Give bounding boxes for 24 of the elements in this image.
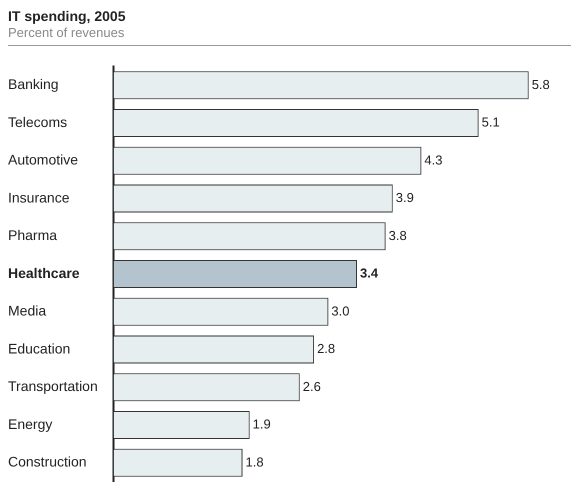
y-tick-label: Automotive (8, 152, 78, 168)
y-tick-label: Education (8, 340, 70, 356)
y-tick-label: Telecoms (8, 114, 68, 130)
data-label: 1.9 (252, 416, 271, 432)
data-label: 1.8 (246, 454, 264, 470)
y-tick-label: Transportation (8, 378, 98, 394)
y-tick-label: Healthcare (8, 264, 80, 281)
data-label: 5.8 (532, 76, 550, 92)
y-tick-label: Media (8, 302, 46, 319)
chart-title: IT spending, 2005 (8, 8, 126, 25)
chart-subtitle: Percent of revenues (8, 25, 126, 41)
data-label: 3.4 (360, 266, 379, 281)
data-label: 3.8 (388, 228, 407, 243)
y-tick-label: Construction (8, 454, 87, 470)
y-tick-label: Insurance (8, 189, 70, 206)
data-label: 2.8 (317, 341, 336, 356)
y-tick-label: Pharma (8, 227, 58, 244)
data-label: 2.6 (302, 378, 321, 394)
data-label: 3.0 (331, 303, 350, 318)
data-label: 3.9 (396, 190, 414, 206)
y-tick-label: Banking (8, 76, 59, 92)
data-label: 5.1 (482, 114, 500, 130)
data-label: 4.3 (424, 152, 442, 168)
y-tick-label: Energy (8, 416, 52, 432)
